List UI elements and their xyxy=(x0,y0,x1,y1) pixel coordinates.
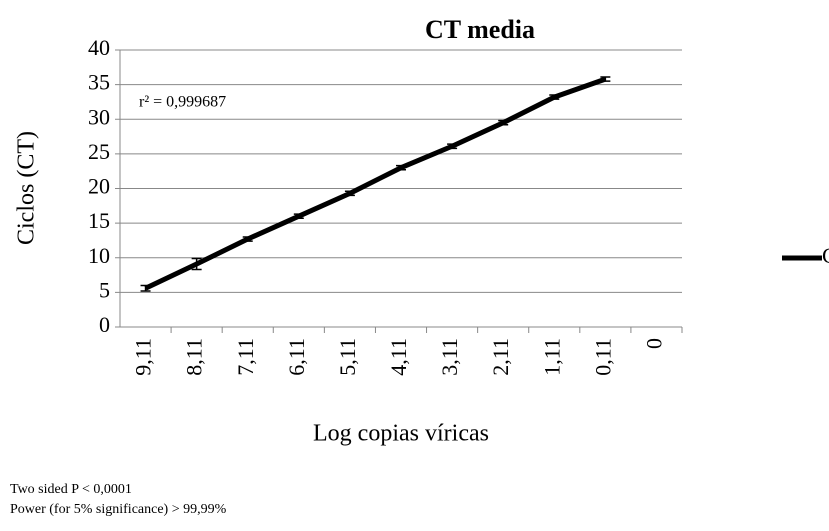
y-tick-label: 20 xyxy=(88,174,110,199)
y-tick-label: 0 xyxy=(99,312,110,337)
data-line xyxy=(144,76,607,291)
y-tick-label: 5 xyxy=(99,277,110,302)
footnote: Power (for 5% significance) > 99,99% xyxy=(10,502,227,517)
y-tick-label: 40 xyxy=(88,35,110,60)
y-tick-label: 35 xyxy=(88,70,110,95)
x-tick-label: 1,11 xyxy=(539,338,564,376)
x-tick-label: 4,11 xyxy=(386,338,411,376)
x-tick-label: 5,11 xyxy=(335,338,360,376)
x-tick-label: 7,11 xyxy=(233,338,258,376)
legend-label: CT xyxy=(822,243,829,268)
y-tick-label: 30 xyxy=(88,104,110,129)
y-tick-label: 10 xyxy=(88,243,110,268)
y-tick-label: 25 xyxy=(88,139,110,164)
annotation: r² = 0,999687 xyxy=(139,94,226,111)
x-tick-label: 2,11 xyxy=(488,338,513,376)
x-tick-label: 6,11 xyxy=(284,338,309,376)
y-axis-label: Ciclos (CT) xyxy=(14,131,40,245)
x-tick-label: 8,11 xyxy=(182,338,207,376)
x-tick-label: 3,11 xyxy=(437,338,462,376)
footnote: Two sided P < 0,0001 xyxy=(10,482,132,497)
x-tick-label: 0,11 xyxy=(590,338,615,376)
chart-title: CT media xyxy=(425,15,535,44)
x-tick-label: 0 xyxy=(642,338,667,349)
y-tick-label: 15 xyxy=(88,208,110,233)
x-axis-label: Log copias víricas xyxy=(313,421,489,447)
x-tick-label: 9,11 xyxy=(131,338,156,376)
